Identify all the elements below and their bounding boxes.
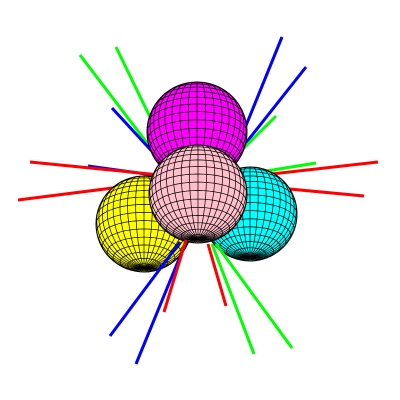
cyan-sphere-grid [203,167,297,261]
red-axis-line [162,239,188,313]
pink-sphere-grid [149,145,247,243]
green-axis-line [210,243,256,355]
front-axis-lines [108,239,294,365]
green-axis-line [78,54,162,161]
pink-sphere [148,144,248,244]
green-axis-line [214,243,294,349]
red-axis-line [206,243,228,307]
blue-axis-line [108,241,182,337]
spheres [95,81,298,273]
